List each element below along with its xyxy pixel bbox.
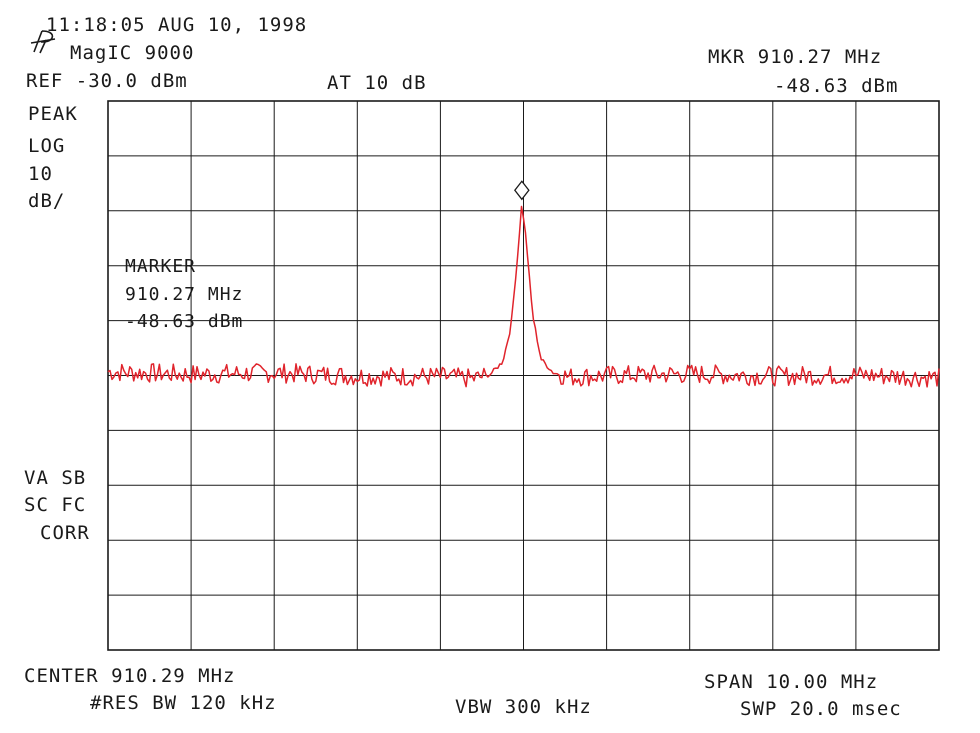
span: SPAN 10.00 MHz <box>704 671 879 693</box>
video-bandwidth: VBW 300 kHz <box>455 696 592 718</box>
scale-type: LOG <box>28 135 66 157</box>
marker-box-level: -48.63 dBm <box>125 311 244 332</box>
sweep-time: SWP 20.0 msec <box>740 698 902 720</box>
marker-level-readout: -48.63 dBm <box>774 75 899 97</box>
timestamp: 11:18:05 AUG 10, 1998 <box>46 14 308 36</box>
hp-logo-icon <box>30 30 56 54</box>
scale-value: 10 <box>28 163 53 185</box>
attenuation: AT 10 dB <box>327 72 427 94</box>
marker-box-frequency: 910.27 MHz <box>125 284 244 305</box>
status-flags-3: CORR <box>40 522 90 544</box>
resolution-bandwidth: #RES BW 120 kHz <box>90 692 277 714</box>
ref-level: REF -30.0 dBm <box>26 70 188 92</box>
instrument-name: MagIC 9000 <box>70 42 195 64</box>
center-frequency: CENTER 910.29 MHz <box>24 665 236 687</box>
detector-mode: PEAK <box>28 103 78 125</box>
marker-box-title: MARKER <box>125 256 197 277</box>
diamond-marker-icon <box>514 180 530 201</box>
grid-lines <box>108 101 939 650</box>
scale-unit: dB/ <box>28 190 66 212</box>
status-flags-2: SC FC <box>24 494 87 516</box>
spectrum-trace <box>107 205 940 388</box>
status-flags-1: VA SB <box>24 467 87 489</box>
marker-frequency-readout: MKR 910.27 MHz <box>708 46 883 68</box>
